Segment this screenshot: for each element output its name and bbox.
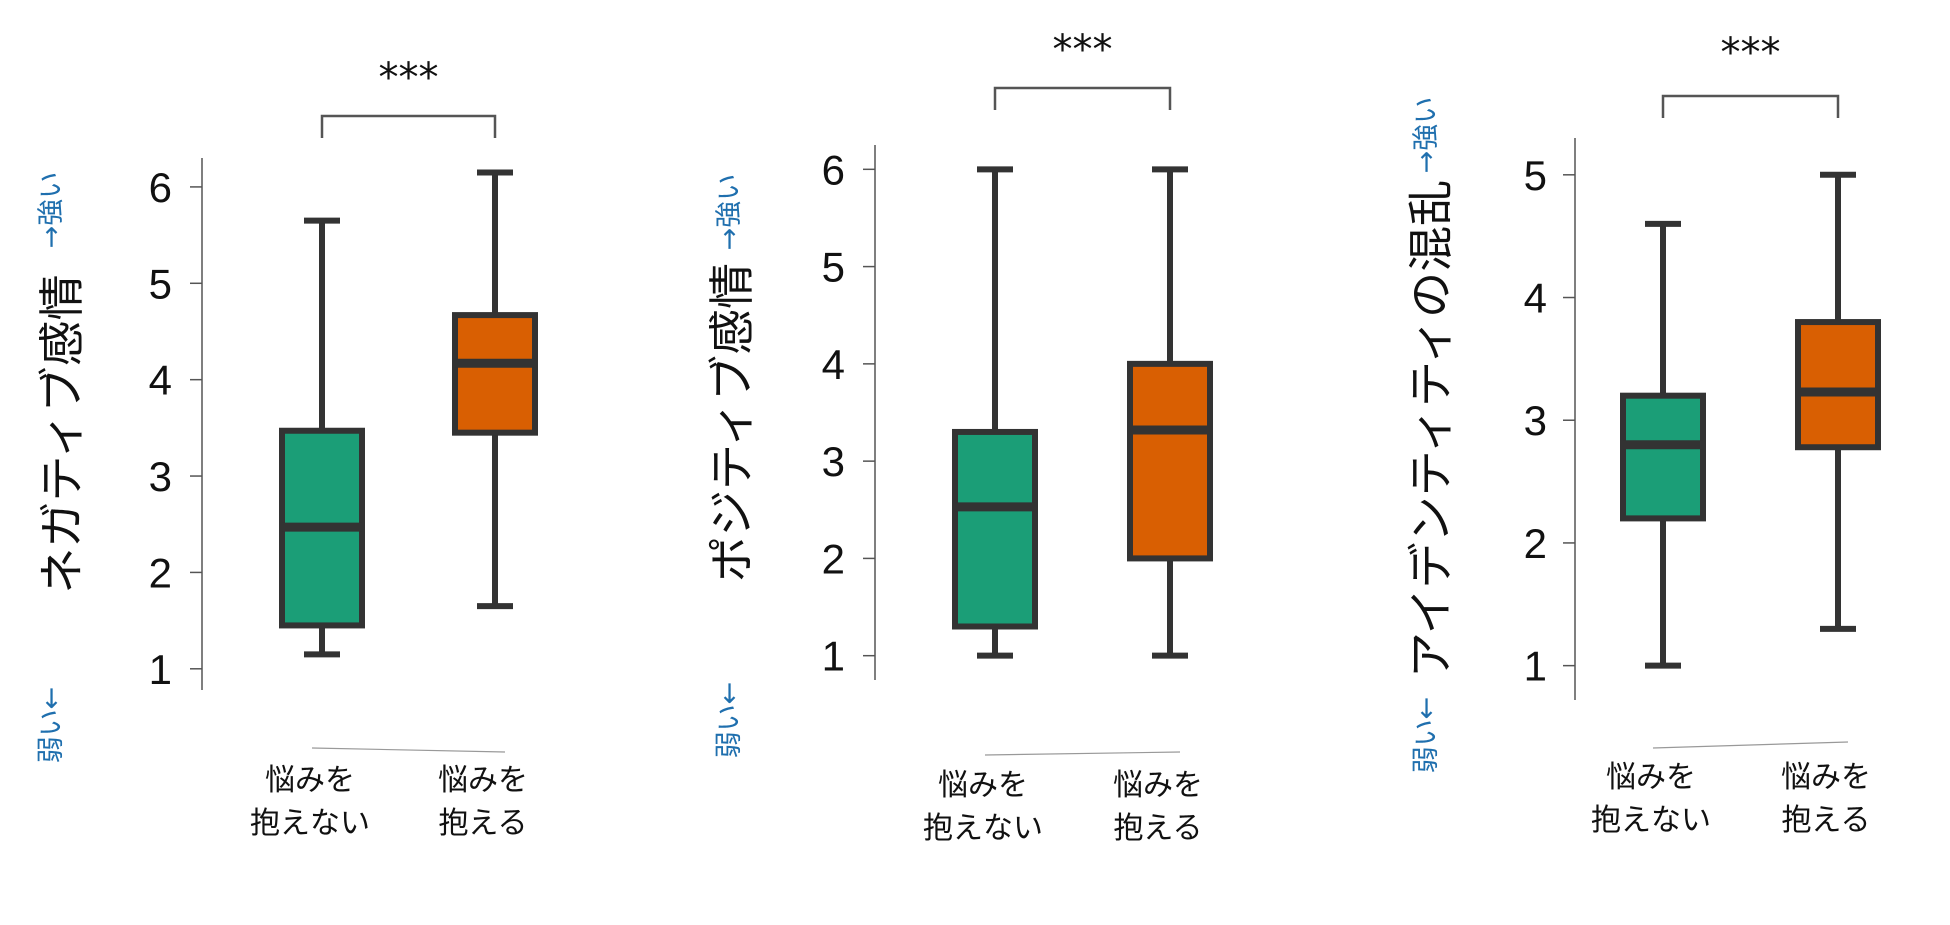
panel3-no-worry-box xyxy=(1620,392,1706,522)
panel3-no-worry-category-label-line1: 悩みを xyxy=(1606,760,1696,795)
panel3-worry-box xyxy=(1795,319,1881,451)
panel3-y-tick-label: 4 xyxy=(1524,275,1547,322)
panel1-y-axis-label: ネガティブ感情 xyxy=(35,274,89,593)
panel2-y-tick-label: 3 xyxy=(822,438,845,485)
panel3-y-tick-label: 3 xyxy=(1524,397,1547,444)
panel3-significance-label: *** xyxy=(1721,30,1781,76)
panel3-y-tick-label: 2 xyxy=(1524,520,1547,567)
panel3-significance-bracket xyxy=(1661,94,1840,118)
panel2-y-tick-label: 2 xyxy=(822,535,845,582)
panel2-worry-category-label-line2: 抱える xyxy=(1113,811,1202,846)
panel3-y-tick-label: 5 xyxy=(1524,152,1547,199)
panel2-significance-bracket xyxy=(993,86,1172,110)
panel2-direction-low-label: 弱い← xyxy=(714,682,745,759)
panel3-direction-high-label: →強い xyxy=(1411,97,1442,174)
panel3-no-worry-category-label-line2: 抱えない xyxy=(1591,803,1711,838)
panel2-y-tick-label: 1 xyxy=(822,633,845,680)
panel2-y-axis-label: ポジティブ感情 xyxy=(705,263,759,582)
panel1-no-worry-category-label-line1: 悩みを xyxy=(265,763,355,798)
panel2-significance-label: *** xyxy=(1053,27,1113,73)
panel2-no-worry-box xyxy=(952,428,1038,630)
panel2-y-tick-label: 6 xyxy=(822,146,845,193)
panel1-y-tick-label: 3 xyxy=(149,453,172,500)
panel2-worry-category-label-line1: 悩みを xyxy=(1113,768,1203,803)
panel3-y-axis-label: アイデンティティの混乱 xyxy=(1404,180,1458,678)
panel2-y-tick-label: 5 xyxy=(822,244,845,291)
panel3-worry-category-label-line1: 悩みを xyxy=(1781,760,1871,795)
panel3-y-tick-label: 1 xyxy=(1524,643,1547,690)
panel3-worry-category-label-line2: 抱える xyxy=(1781,803,1870,838)
panel2-no-worry-category-label-line1: 悩みを xyxy=(938,768,1028,803)
panel1-y-tick-label: 4 xyxy=(149,357,172,404)
panel1-worry-category-label-line1: 悩みを xyxy=(438,763,528,798)
panel1-no-worry-category-label-line2: 抱えない xyxy=(250,806,370,841)
panel2-worry-box xyxy=(1127,360,1213,562)
panel2-y-tick-label: 4 xyxy=(822,341,845,388)
panel1-worry-category-label-line2: 抱える xyxy=(438,806,527,841)
panel1-worry-box xyxy=(452,312,538,436)
panel1-direction-low-label: 弱い← xyxy=(36,687,67,764)
panel1-y-tick-label: 6 xyxy=(149,164,172,211)
panel3-direction-low-label: 弱い← xyxy=(1411,697,1442,774)
panel2-x-baseline xyxy=(984,751,1181,756)
panel1-direction-high-label: →強い xyxy=(36,172,67,249)
panel1-x-baseline xyxy=(311,747,506,753)
panel3-x-baseline xyxy=(1652,741,1849,749)
panel1-y-tick-label: 2 xyxy=(149,549,172,596)
panel2-no-worry-category-label-line2: 抱えない xyxy=(923,811,1043,846)
panel1-significance-label: *** xyxy=(379,55,439,101)
panel1-y-tick-label: 1 xyxy=(149,646,172,693)
panel1-significance-bracket xyxy=(320,114,497,138)
panel1-y-tick-label: 5 xyxy=(149,260,172,307)
panel2-direction-high-label: →強い xyxy=(714,174,745,251)
